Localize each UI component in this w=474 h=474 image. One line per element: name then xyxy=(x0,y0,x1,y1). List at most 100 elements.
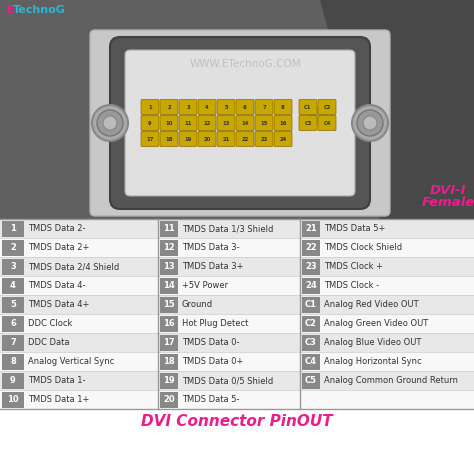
Text: E: E xyxy=(7,5,15,15)
Text: DDC Data: DDC Data xyxy=(28,338,70,347)
Text: C5: C5 xyxy=(305,376,317,385)
Circle shape xyxy=(352,105,388,141)
Text: 19: 19 xyxy=(163,376,175,385)
FancyBboxPatch shape xyxy=(255,116,273,130)
Bar xyxy=(160,258,178,274)
Bar xyxy=(2,297,24,312)
Text: 5: 5 xyxy=(10,300,16,309)
Bar xyxy=(160,335,178,350)
Text: 2: 2 xyxy=(10,243,16,252)
FancyBboxPatch shape xyxy=(274,100,292,115)
Bar xyxy=(160,297,178,312)
Circle shape xyxy=(97,110,123,136)
Text: TMDS Data 4+: TMDS Data 4+ xyxy=(28,300,90,309)
Text: 18: 18 xyxy=(163,357,175,366)
Bar xyxy=(302,220,320,237)
Text: 20: 20 xyxy=(163,395,175,404)
Text: 17: 17 xyxy=(163,338,175,347)
FancyBboxPatch shape xyxy=(179,100,197,115)
Text: TMDS Data 3+: TMDS Data 3+ xyxy=(182,262,244,271)
FancyBboxPatch shape xyxy=(125,50,355,196)
Text: 14: 14 xyxy=(163,281,175,290)
FancyBboxPatch shape xyxy=(299,116,317,130)
Text: 15: 15 xyxy=(163,300,175,309)
Bar xyxy=(302,373,320,389)
FancyBboxPatch shape xyxy=(274,116,292,130)
Text: 18: 18 xyxy=(165,137,173,142)
Text: Ground: Ground xyxy=(182,300,213,309)
FancyBboxPatch shape xyxy=(255,100,273,115)
Bar xyxy=(2,239,24,255)
Text: 13: 13 xyxy=(163,262,175,271)
Text: 21: 21 xyxy=(305,224,317,233)
Text: C3: C3 xyxy=(305,338,317,347)
Text: TMDS Data 5+: TMDS Data 5+ xyxy=(324,224,385,233)
FancyBboxPatch shape xyxy=(274,131,292,146)
Text: 9: 9 xyxy=(10,376,16,385)
Text: 8: 8 xyxy=(10,357,16,366)
Text: 8: 8 xyxy=(281,104,285,109)
FancyBboxPatch shape xyxy=(318,116,336,130)
Bar xyxy=(302,258,320,274)
FancyBboxPatch shape xyxy=(236,131,254,146)
Text: 16: 16 xyxy=(279,120,287,126)
FancyBboxPatch shape xyxy=(160,131,178,146)
FancyBboxPatch shape xyxy=(160,100,178,115)
FancyBboxPatch shape xyxy=(217,100,235,115)
Text: C2: C2 xyxy=(305,319,317,328)
Text: 5: 5 xyxy=(224,104,228,109)
Bar xyxy=(302,277,320,293)
Text: 16: 16 xyxy=(163,319,175,328)
Bar xyxy=(2,373,24,389)
Text: TMDS Data 0-: TMDS Data 0- xyxy=(182,338,239,347)
Bar xyxy=(160,220,178,237)
Text: 19: 19 xyxy=(184,137,191,142)
Text: 23: 23 xyxy=(260,137,268,142)
Bar xyxy=(0,219,474,238)
FancyBboxPatch shape xyxy=(198,100,216,115)
Text: DVI-I: DVI-I xyxy=(430,184,466,197)
Text: 7: 7 xyxy=(10,338,16,347)
Text: TMDS Clock -: TMDS Clock - xyxy=(324,281,379,290)
Text: 1: 1 xyxy=(10,224,16,233)
Bar xyxy=(0,390,474,409)
Text: 4: 4 xyxy=(205,104,209,109)
Text: 24: 24 xyxy=(279,137,287,142)
Bar xyxy=(302,297,320,312)
FancyBboxPatch shape xyxy=(110,37,370,209)
Text: 13: 13 xyxy=(222,120,230,126)
Bar xyxy=(0,314,474,333)
FancyBboxPatch shape xyxy=(179,131,197,146)
Text: C2: C2 xyxy=(323,104,331,109)
Text: 11: 11 xyxy=(184,120,192,126)
Text: DVI Connector PinOUT: DVI Connector PinOUT xyxy=(141,414,333,429)
Text: 10: 10 xyxy=(7,395,19,404)
Bar xyxy=(0,352,474,371)
Bar xyxy=(2,354,24,370)
Circle shape xyxy=(357,110,383,136)
Bar xyxy=(2,392,24,408)
Circle shape xyxy=(311,109,323,121)
Text: 12: 12 xyxy=(203,120,210,126)
Text: Hot Plug Detect: Hot Plug Detect xyxy=(182,319,248,328)
Bar xyxy=(160,373,178,389)
Bar xyxy=(2,258,24,274)
Text: 1: 1 xyxy=(148,104,152,109)
Text: 11: 11 xyxy=(163,224,175,233)
Text: C3: C3 xyxy=(304,120,312,126)
FancyBboxPatch shape xyxy=(198,116,216,130)
Polygon shape xyxy=(320,0,474,219)
Text: DDC Clock: DDC Clock xyxy=(28,319,73,328)
Text: TMDS Data 4-: TMDS Data 4- xyxy=(28,281,85,290)
Text: 3: 3 xyxy=(10,262,16,271)
Bar xyxy=(2,316,24,331)
FancyBboxPatch shape xyxy=(318,100,336,115)
Text: Analog Vertical Sync: Analog Vertical Sync xyxy=(28,357,114,366)
Text: TMDS Data 1/3 Shield: TMDS Data 1/3 Shield xyxy=(182,224,273,233)
Text: C4: C4 xyxy=(305,357,317,366)
Text: Female: Female xyxy=(421,196,474,209)
FancyBboxPatch shape xyxy=(299,100,317,115)
FancyBboxPatch shape xyxy=(217,116,235,130)
Text: 3: 3 xyxy=(186,104,190,109)
Text: C4: C4 xyxy=(323,120,331,126)
